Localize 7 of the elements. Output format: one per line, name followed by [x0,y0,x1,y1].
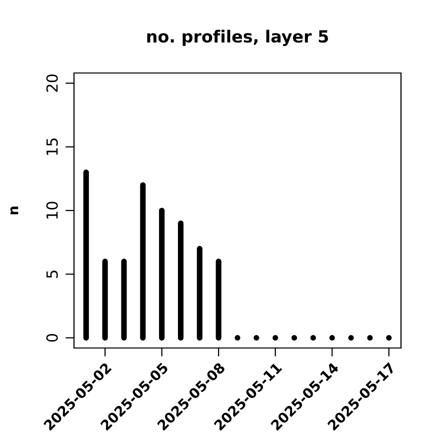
y-tick-label: 20 [46,74,58,92]
y-tick-label: 0 [46,334,58,342]
y-tick-label: 15 [46,138,58,155]
y-tick-label: 5 [46,270,58,278]
y-tick-label: 10 [46,202,58,219]
y-axis-title: n [10,206,18,214]
chart-title: no. profiles, layer 5 [147,30,328,46]
